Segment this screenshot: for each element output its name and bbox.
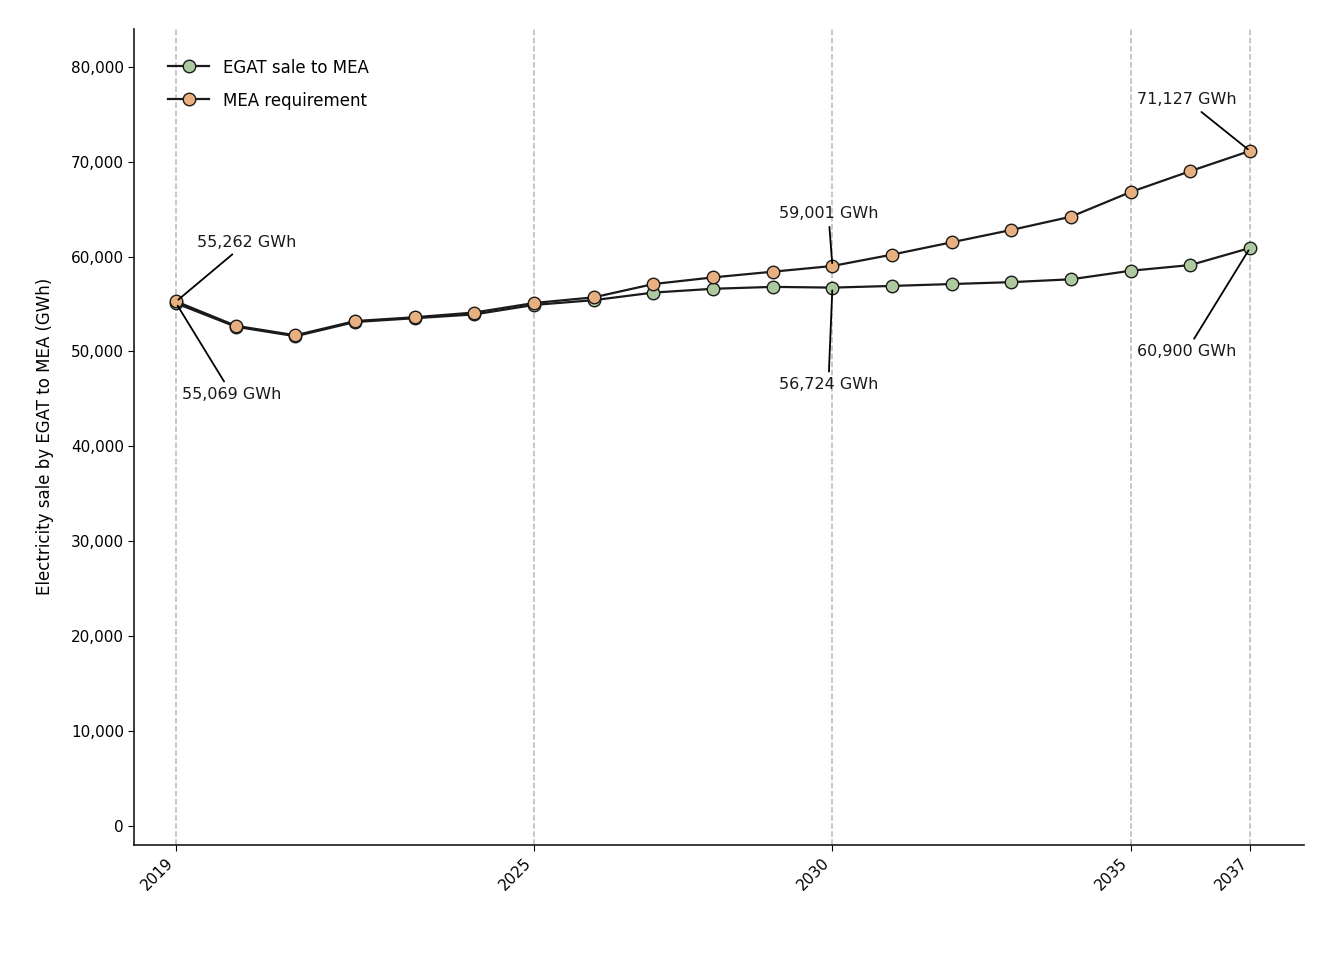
EGAT sale to MEA <box>1004 276 1020 288</box>
EGAT sale to MEA <box>347 316 363 327</box>
EGAT sale to MEA <box>227 321 243 332</box>
MEA requirement <box>526 298 542 309</box>
EGAT sale to MEA <box>586 295 602 306</box>
EGAT sale to MEA <box>1063 274 1079 285</box>
MEA requirement <box>347 315 363 326</box>
EGAT sale to MEA <box>645 287 661 299</box>
EGAT sale to MEA <box>407 312 423 324</box>
MEA requirement <box>586 292 602 303</box>
Text: 56,724 GWh: 56,724 GWh <box>778 290 878 392</box>
EGAT sale to MEA <box>943 278 960 290</box>
MEA requirement <box>407 311 423 323</box>
EGAT sale to MEA <box>168 298 184 309</box>
MEA requirement <box>1242 145 1258 156</box>
EGAT sale to MEA <box>884 280 900 292</box>
MEA requirement <box>466 307 482 319</box>
MEA requirement <box>168 296 184 307</box>
Line: EGAT sale to MEA: EGAT sale to MEA <box>169 242 1257 343</box>
Legend: EGAT sale to MEA, MEA requirement: EGAT sale to MEA, MEA requirement <box>155 45 382 123</box>
MEA requirement <box>1183 165 1199 177</box>
MEA requirement <box>765 266 781 277</box>
MEA requirement <box>1063 211 1079 223</box>
Text: 55,069 GWh: 55,069 GWh <box>177 305 281 401</box>
MEA requirement <box>884 249 900 260</box>
MEA requirement <box>706 272 722 283</box>
MEA requirement <box>288 329 304 341</box>
MEA requirement <box>824 260 840 272</box>
MEA requirement <box>227 320 243 331</box>
Line: MEA requirement: MEA requirement <box>169 145 1257 342</box>
Text: 71,127 GWh: 71,127 GWh <box>1137 92 1247 149</box>
MEA requirement <box>943 236 960 248</box>
EGAT sale to MEA <box>824 282 840 294</box>
EGAT sale to MEA <box>466 309 482 321</box>
Text: 59,001 GWh: 59,001 GWh <box>778 206 878 263</box>
EGAT sale to MEA <box>1242 242 1258 253</box>
EGAT sale to MEA <box>1122 265 1138 276</box>
MEA requirement <box>1122 186 1138 198</box>
EGAT sale to MEA <box>288 330 304 342</box>
Y-axis label: Electricity sale by EGAT to MEA (GWh): Electricity sale by EGAT to MEA (GWh) <box>36 278 54 595</box>
EGAT sale to MEA <box>706 283 722 295</box>
MEA requirement <box>645 278 661 290</box>
EGAT sale to MEA <box>765 281 781 293</box>
MEA requirement <box>1004 225 1020 236</box>
EGAT sale to MEA <box>1183 259 1199 271</box>
Text: 60,900 GWh: 60,900 GWh <box>1137 251 1249 359</box>
Text: 55,262 GWh: 55,262 GWh <box>179 235 297 300</box>
EGAT sale to MEA <box>526 300 542 311</box>
